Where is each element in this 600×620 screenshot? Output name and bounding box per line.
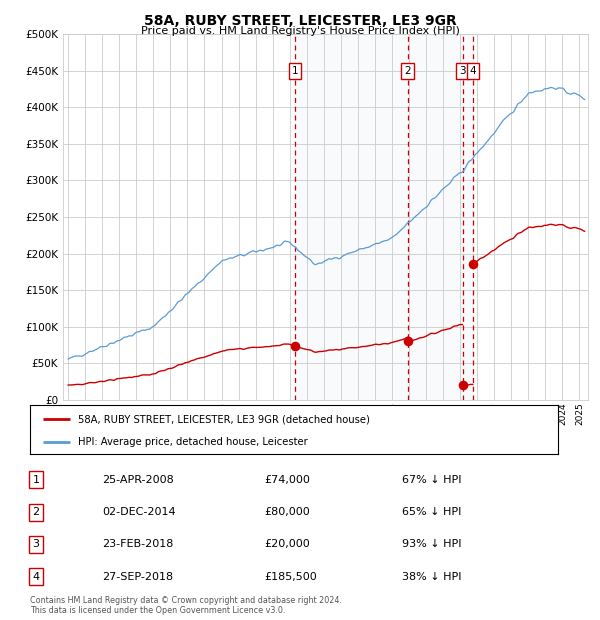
Point xyxy=(403,337,412,347)
Text: 02-DEC-2014: 02-DEC-2014 xyxy=(102,507,176,517)
Bar xyxy=(295,34,473,400)
Text: 65% ↓ HPI: 65% ↓ HPI xyxy=(402,507,461,517)
Text: 93% ↓ HPI: 93% ↓ HPI xyxy=(402,539,461,549)
Text: 25-APR-2008: 25-APR-2008 xyxy=(102,475,174,485)
Text: 67% ↓ HPI: 67% ↓ HPI xyxy=(402,475,461,485)
Text: £20,000: £20,000 xyxy=(264,539,310,549)
Text: 3: 3 xyxy=(460,66,466,76)
Text: 4: 4 xyxy=(470,66,476,76)
Point xyxy=(290,341,300,351)
Text: 1: 1 xyxy=(32,475,40,485)
Point xyxy=(468,259,478,269)
Text: £185,500: £185,500 xyxy=(264,572,317,582)
Text: 23-FEB-2018: 23-FEB-2018 xyxy=(102,539,173,549)
Text: £80,000: £80,000 xyxy=(264,507,310,517)
Text: £74,000: £74,000 xyxy=(264,475,310,485)
Text: 38% ↓ HPI: 38% ↓ HPI xyxy=(402,572,461,582)
Text: Contains HM Land Registry data © Crown copyright and database right 2024.
This d: Contains HM Land Registry data © Crown c… xyxy=(30,596,342,615)
Text: 4: 4 xyxy=(32,572,40,582)
Text: 27-SEP-2018: 27-SEP-2018 xyxy=(102,572,173,582)
Text: 58A, RUBY STREET, LEICESTER, LE3 9GR (detached house): 58A, RUBY STREET, LEICESTER, LE3 9GR (de… xyxy=(77,414,370,424)
Text: 2: 2 xyxy=(32,507,40,517)
Text: 3: 3 xyxy=(32,539,40,549)
Text: Price paid vs. HM Land Registry's House Price Index (HPI): Price paid vs. HM Land Registry's House … xyxy=(140,26,460,36)
Text: 1: 1 xyxy=(292,66,298,76)
Text: 58A, RUBY STREET, LEICESTER, LE3 9GR: 58A, RUBY STREET, LEICESTER, LE3 9GR xyxy=(143,14,457,28)
Text: 2: 2 xyxy=(404,66,411,76)
Text: HPI: Average price, detached house, Leicester: HPI: Average price, detached house, Leic… xyxy=(77,436,307,447)
Point xyxy=(458,380,467,390)
